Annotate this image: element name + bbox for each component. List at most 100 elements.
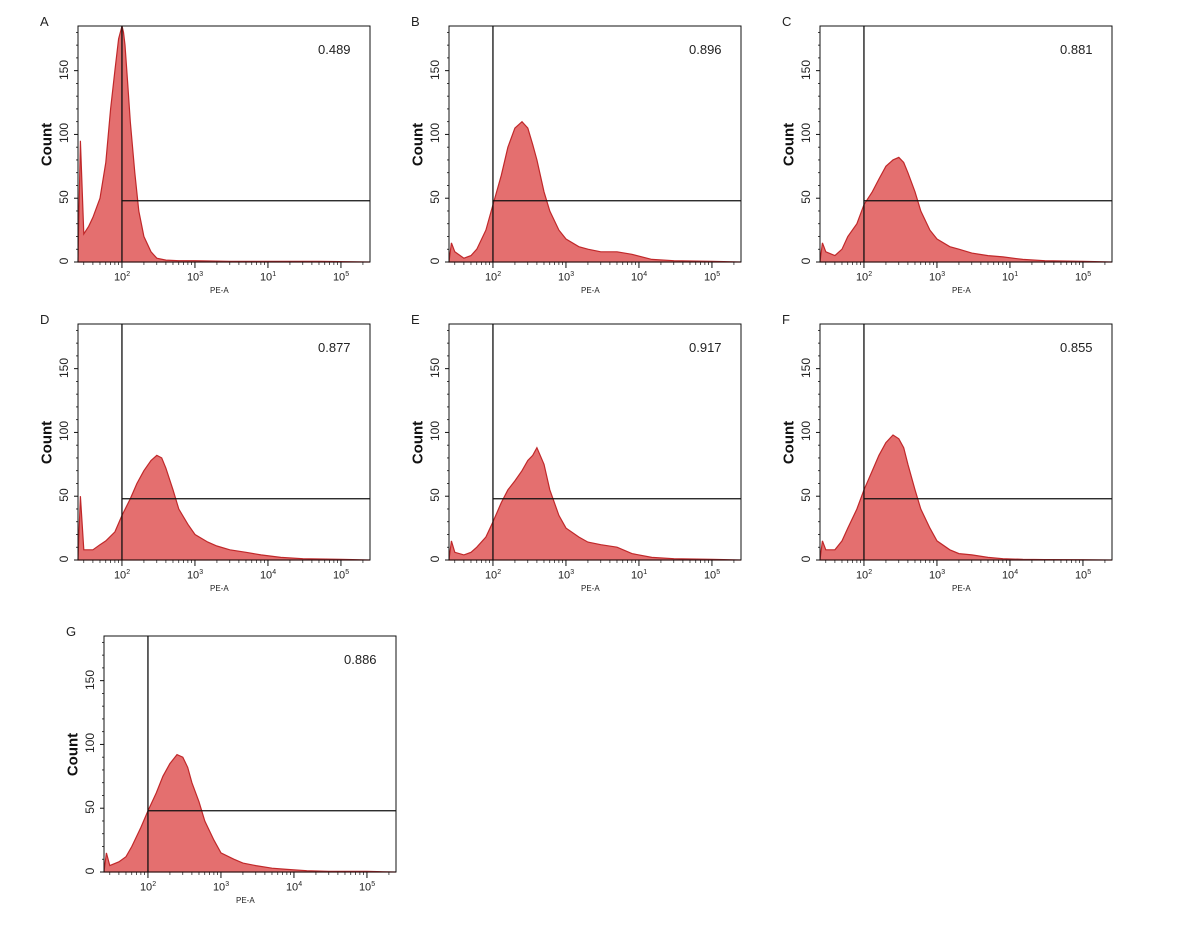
x-tick-exponent: 5: [1087, 271, 1092, 278]
y-tick-label: 50: [428, 190, 442, 204]
x-tick-exponent: 2: [497, 271, 502, 278]
y-tick-label: 150: [57, 59, 71, 80]
x-tick-label: 102: [113, 271, 131, 284]
x-tick-exponent: 3: [941, 271, 946, 278]
histogram-area: [103, 753, 397, 873]
y-tick-label: 0: [428, 257, 442, 265]
x-tick-label: 102: [484, 271, 502, 284]
x-tick-exponent: 1: [1014, 271, 1019, 278]
histogram-panel-e: E 0.917 Count 0 50 100 150 102 103 101 105 PE-A: [405, 312, 745, 602]
y-tick-label: 100: [799, 421, 813, 442]
x-axis-label: PE-A: [236, 896, 255, 905]
x-tick-exponent: 4: [643, 271, 648, 278]
histogram-plot: [74, 323, 371, 566]
gate-fraction-label: 0.489: [318, 42, 351, 57]
x-tick-label: 104: [285, 881, 303, 894]
x-tick-exponent: 3: [199, 569, 204, 576]
histogram-area: [448, 446, 742, 561]
y-tick-label: 100: [428, 421, 442, 442]
x-tick-label: 103: [557, 271, 575, 284]
histogram-area: [819, 156, 1113, 263]
plot-frame: [819, 25, 1113, 263]
x-tick-exponent: 5: [345, 271, 350, 278]
y-tick-label: 50: [428, 488, 442, 502]
y-axis-label: Count: [780, 122, 798, 167]
plot-frame: [448, 25, 742, 263]
x-tick-exponent: 4: [298, 881, 303, 888]
x-tick-exponent: 3: [570, 271, 575, 278]
y-tick-label: 0: [57, 257, 71, 265]
gate-fraction-label: 0.855: [1060, 340, 1093, 355]
x-axis-label: PE-A: [952, 286, 971, 295]
x-tick-label: 105: [1074, 271, 1092, 284]
y-tick-label: 150: [799, 357, 813, 378]
histogram-area: [819, 434, 1113, 561]
y-tick-label: 50: [83, 800, 97, 814]
gate-fraction-label: 0.917: [689, 340, 722, 355]
x-tick-exponent: 4: [272, 569, 277, 576]
y-tick-label: 0: [799, 555, 813, 563]
gate-fraction-label: 0.881: [1060, 42, 1093, 57]
x-axis-label: PE-A: [210, 584, 229, 593]
y-tick-label: 150: [799, 59, 813, 80]
y-tick-label: 100: [799, 123, 813, 144]
histogram-area: [77, 454, 371, 561]
y-tick-label: 0: [83, 867, 97, 875]
y-tick-label: 100: [83, 733, 97, 754]
y-tick-label: 100: [57, 123, 71, 144]
x-tick-label: 103: [928, 569, 946, 582]
y-tick-label: 150: [428, 357, 442, 378]
x-tick-label: 102: [855, 271, 873, 284]
x-tick-exponent: 3: [199, 271, 204, 278]
x-tick-exponent: 5: [371, 881, 376, 888]
x-tick-exponent: 2: [868, 271, 873, 278]
x-tick-label: 101: [259, 271, 277, 284]
x-tick-exponent: 3: [941, 569, 946, 576]
x-tick-exponent: 2: [126, 569, 131, 576]
gate-fraction-label: 0.877: [318, 340, 351, 355]
panel-letter: D: [40, 312, 50, 327]
panel-letter: E: [411, 312, 420, 327]
x-tick-exponent: 3: [570, 569, 575, 576]
x-tick-label: 103: [557, 569, 575, 582]
x-tick-label: 103: [186, 569, 204, 582]
x-tick-exponent: 3: [225, 881, 230, 888]
x-tick-label: 105: [703, 569, 721, 582]
x-tick-exponent: 5: [716, 271, 721, 278]
x-axis-label: PE-A: [581, 584, 600, 593]
x-tick-label: 104: [1001, 569, 1019, 582]
plot-frame: [77, 25, 371, 263]
y-tick-label: 50: [799, 488, 813, 502]
x-tick-label: 101: [630, 569, 648, 582]
panel-letter: B: [411, 14, 420, 29]
y-tick-label: 50: [57, 488, 71, 502]
x-tick-label: 104: [259, 569, 277, 582]
x-tick-label: 103: [928, 271, 946, 284]
y-tick-label: 150: [57, 357, 71, 378]
gate-fraction-label: 0.886: [344, 652, 377, 667]
y-axis-label: Count: [780, 420, 798, 465]
histogram-panel-b: B 0.896 Count 0 50 100 150 102 103 104 105 PE-A: [405, 14, 745, 304]
y-tick-label: 50: [57, 190, 71, 204]
x-tick-exponent: 5: [1087, 569, 1092, 576]
histogram-plot: [100, 635, 397, 878]
y-tick-label: 50: [799, 190, 813, 204]
y-tick-label: 0: [57, 555, 71, 563]
x-tick-exponent: 4: [1014, 569, 1019, 576]
y-tick-label: 100: [57, 421, 71, 442]
x-tick-exponent: 2: [152, 881, 157, 888]
histogram-panel-d: D 0.877 Count 0 50 100 150 102 103 104 105 PE-A: [34, 312, 374, 602]
histogram-plot: [74, 25, 371, 268]
x-tick-label: 104: [630, 271, 648, 284]
histogram-plot: [816, 25, 1113, 268]
plot-frame: [819, 323, 1113, 561]
x-axis-label: PE-A: [210, 286, 229, 295]
y-tick-label: 100: [428, 123, 442, 144]
x-tick-label: 102: [855, 569, 873, 582]
histogram-panel-a: A 0.489 Count 0 50 100 150 102 103 101 105 PE-A: [34, 14, 374, 304]
histogram-panel-g: G 0.886 Count 0 50 100 150 102 103 104 105 PE-A: [60, 624, 400, 914]
panel-letter: G: [66, 624, 77, 639]
y-axis-label: Count: [38, 122, 56, 167]
y-axis-label: Count: [409, 420, 427, 465]
x-tick-exponent: 1: [272, 271, 277, 278]
